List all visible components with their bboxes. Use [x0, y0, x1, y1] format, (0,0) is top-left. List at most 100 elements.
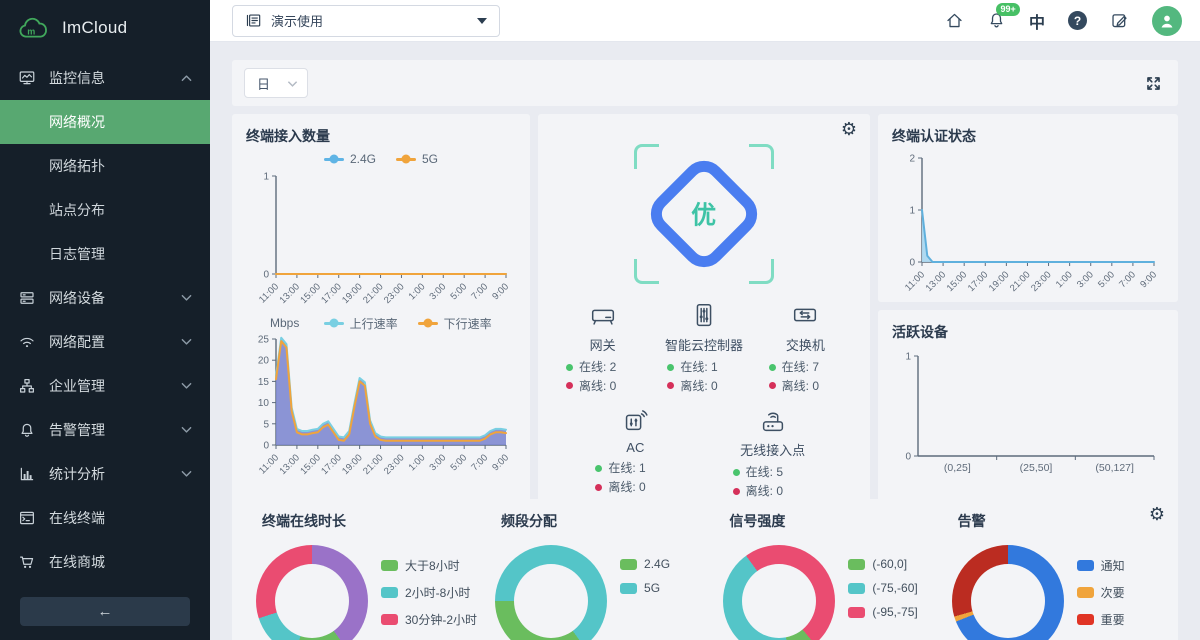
- online_duration-legend-item[interactable]: 大于8小时: [381, 557, 477, 574]
- svg-text:7:00: 7:00: [469, 452, 490, 473]
- workspace-selector[interactable]: 演示使用: [232, 4, 500, 37]
- svg-text:0: 0: [263, 270, 269, 281]
- band_allocation-legend-item[interactable]: 2.4G: [620, 557, 670, 571]
- legend-swatch: [381, 587, 398, 598]
- ac-icon: [620, 405, 650, 435]
- online-dot: [566, 363, 573, 371]
- offline-count: 离线: 0: [595, 478, 646, 497]
- legend-marker: [396, 154, 416, 164]
- panel-title: 频段分配: [501, 513, 558, 529]
- app-title: ImCloud: [62, 18, 128, 37]
- alerts-legend-item[interactable]: 重要: [1076, 611, 1125, 628]
- alerts-donut: 通知 次要 重要: [944, 545, 1162, 640]
- alerts-legend-item[interactable]: 通知: [1076, 557, 1125, 574]
- donut-hole: [742, 564, 817, 638]
- svg-text:19:00: 19:00: [340, 281, 365, 306]
- legend-swatch: [848, 558, 866, 570]
- legend-item-2.4G[interactable]: 2.4G: [323, 152, 376, 166]
- svg-text:1: 1: [263, 172, 269, 183]
- period-select[interactable]: 日: [244, 68, 308, 98]
- device-status-switch: 交换机 在线: 7 离线: 0: [755, 300, 856, 395]
- dashboard-toolbar: 日: [232, 60, 1178, 106]
- online_duration-ring: [256, 545, 368, 640]
- fullscreen-icon[interactable]: [1145, 75, 1162, 92]
- monitor-icon: [18, 69, 36, 87]
- legend-label: 大于8小时: [405, 559, 460, 573]
- svg-text:11:00: 11:00: [257, 452, 281, 476]
- unit-label: Mbps: [270, 316, 300, 330]
- sidebar-item-label: 统计分析: [49, 466, 105, 482]
- svg-text:7:00: 7:00: [1117, 269, 1138, 290]
- app-logo: m ImCloud: [0, 0, 210, 56]
- signal_strength-legend-item[interactable]: (-75,-60]: [848, 581, 918, 595]
- donut-hole: [970, 564, 1045, 638]
- legend-item-上行速率[interactable]: 上行速率: [323, 315, 398, 332]
- ap-icon: [758, 405, 788, 435]
- online_duration-legend-item[interactable]: 30分钟-2小时: [381, 611, 477, 628]
- legend-item-下行速率[interactable]: 下行速率: [417, 315, 492, 332]
- device-name: 交换机: [785, 338, 825, 353]
- chevron-down-icon: [181, 338, 192, 346]
- stats-icon: [18, 465, 36, 483]
- online_duration-legend-item[interactable]: 2小时-8小时: [381, 584, 477, 601]
- device-name: 智能云控制器: [664, 338, 743, 353]
- switch-icon: [790, 300, 820, 330]
- svg-text:25: 25: [258, 335, 270, 346]
- alerts-legend-item[interactable]: 次要: [1076, 584, 1125, 601]
- chevron-up-icon: [181, 74, 192, 82]
- panel-title: 活跃设备: [892, 324, 948, 340]
- sidebar-collapse-button[interactable]: ←: [20, 597, 190, 626]
- legend-item-5G[interactable]: 5G: [396, 152, 438, 166]
- sidebar-subitem-network-overview[interactable]: 网络概况: [0, 100, 210, 144]
- donut-hole: [514, 564, 589, 638]
- legend-label: (-75,-60]: [872, 581, 918, 595]
- sidebar-item-online-terminals[interactable]: 在线终端: [0, 496, 210, 540]
- home-icon[interactable]: [945, 11, 964, 30]
- legend-swatch: [848, 582, 866, 594]
- svg-text:15:00: 15:00: [298, 281, 323, 306]
- sidebar-item-label: 告警管理: [49, 422, 105, 438]
- svg-text:9:00: 9:00: [490, 452, 511, 473]
- sidebar-item-label: 在线终端: [49, 510, 105, 526]
- sidebar-item-alarm-management[interactable]: 告警管理: [0, 408, 210, 452]
- sidebar-subitem-site-distribution[interactable]: 站点分布: [0, 188, 210, 232]
- offline-dot: [667, 382, 675, 390]
- sidebar-item-network-devices[interactable]: 网络设备: [0, 276, 210, 320]
- help-icon[interactable]: ?: [1068, 11, 1087, 30]
- online-count: 在线: 1: [595, 459, 646, 478]
- sidebar-item-network-config[interactable]: 网络配置: [0, 320, 210, 364]
- offline-count: 离线: 0: [768, 377, 819, 396]
- signal_strength-legend-item[interactable]: (-60,0]: [848, 557, 917, 571]
- sidebar-subitem-network-topology[interactable]: 网络拓扑: [0, 144, 210, 188]
- language-toggle[interactable]: 中: [1028, 14, 1045, 32]
- settings-gear-icon[interactable]: ⚙: [1148, 504, 1165, 525]
- device-status-grid: 网关 在线: 2 离线: 0 智能云控制器 在线: 1 离线: 0 交换机 在线: 7 离线: …: [552, 300, 856, 500]
- feedback-edit-icon[interactable]: [1110, 11, 1129, 30]
- sidebar-item-monitoring-info[interactable]: 监控信息: [0, 56, 210, 100]
- svg-text:5:00: 5:00: [448, 452, 469, 473]
- terminal-icon: [18, 509, 36, 527]
- throughput-chart-legend: 上行速率 下行速率: [299, 312, 516, 334]
- user-avatar[interactable]: [1152, 5, 1182, 36]
- online-dot: [732, 468, 740, 476]
- notifications-bell-icon[interactable]: 99+: [987, 3, 1021, 30]
- signal_strength-legend-item[interactable]: (-95,-75]: [848, 605, 918, 619]
- device-name: AC: [626, 440, 645, 456]
- svg-text:3:00: 3:00: [428, 452, 449, 473]
- sidebar-subitem-log-management[interactable]: 日志管理: [0, 232, 210, 276]
- settings-gear-icon[interactable]: ⚙: [840, 119, 857, 140]
- legend-marker: [323, 154, 344, 164]
- legend-marker: [323, 318, 344, 328]
- chevron-down-icon: [181, 470, 192, 478]
- svg-text:17:00: 17:00: [966, 269, 991, 294]
- sidebar-item-online-mall[interactable]: 在线商城: [0, 540, 210, 584]
- svg-text:7:00: 7:00: [469, 281, 490, 302]
- cloud-logo-icon: m: [16, 15, 52, 42]
- online-count: 在线: 5: [732, 463, 783, 482]
- sidebar-item-statistics-analysis[interactable]: 统计分析: [0, 452, 210, 496]
- band_allocation-legend-item[interactable]: 5G: [620, 581, 670, 595]
- sidebar-item-enterprise-management[interactable]: 企业管理: [0, 364, 210, 408]
- chevron-down-icon: [181, 294, 192, 302]
- svg-text:3:00: 3:00: [1075, 269, 1096, 290]
- sidebar-item-label: 网络配置: [49, 334, 105, 350]
